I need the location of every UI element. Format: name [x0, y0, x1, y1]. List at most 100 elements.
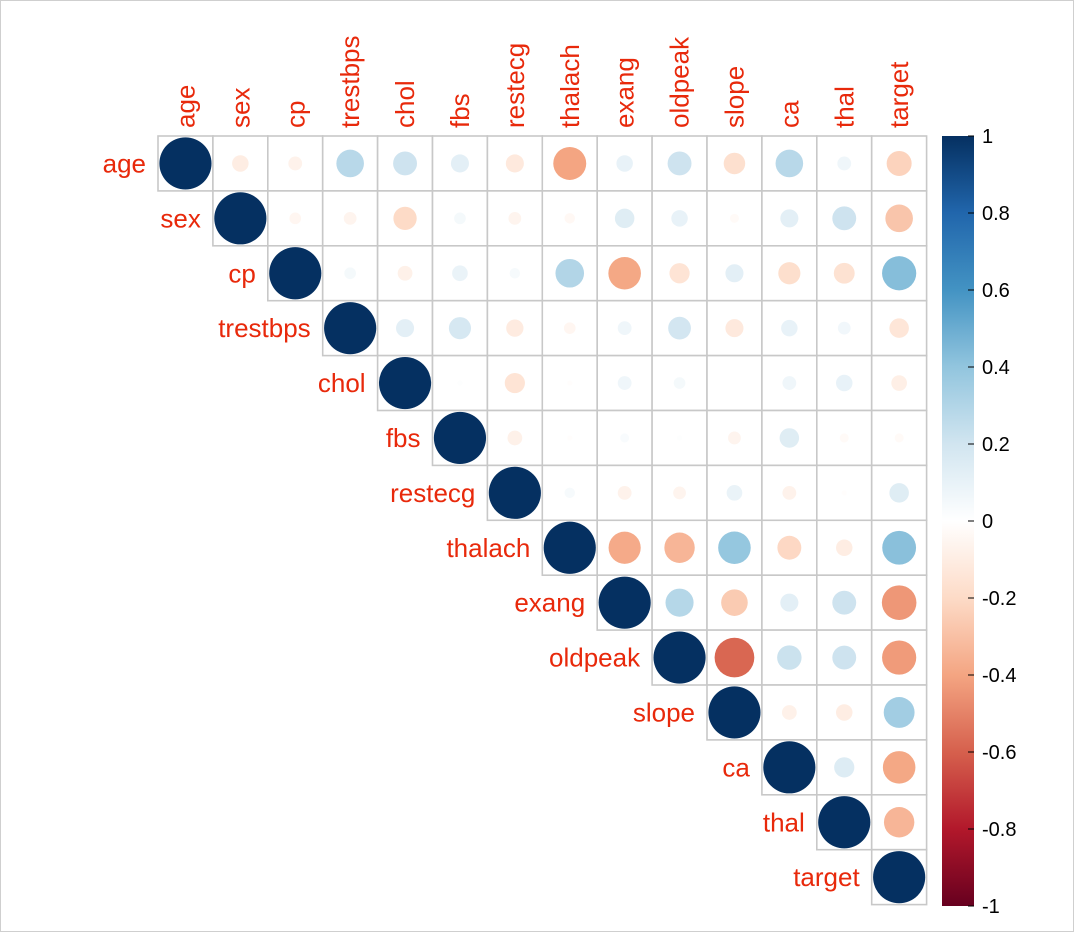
corr-circle-fbs-ca — [779, 428, 800, 448]
column-label-target: target — [884, 61, 914, 128]
corr-circle-age-exang — [616, 155, 633, 172]
colorbar-tick-label: 1 — [982, 126, 993, 148]
corr-circle-fbs-thal — [839, 433, 849, 443]
corr-circle-sex-trestbps — [343, 211, 357, 225]
corr-circle-sex-thalach — [564, 213, 575, 224]
corr-circle-trestbps-fbs — [448, 317, 472, 340]
corr-circle-sex-cp — [289, 212, 302, 225]
corr-circle-fbs-fbs — [433, 411, 487, 465]
row-label-restecg: restecg — [390, 478, 475, 508]
grid-cell-cp-target — [870, 245, 928, 302]
corr-circle-cp-thal — [833, 262, 855, 284]
row-label-ca: ca — [722, 752, 750, 782]
corr-circle-target-target — [873, 851, 926, 904]
corr-circle-cp-chol — [397, 265, 413, 281]
corr-circle-age-sex — [232, 155, 249, 172]
corr-circle-fbs-thalach — [567, 435, 573, 441]
corr-circle-exang-slope — [721, 589, 748, 616]
column-label-age: age — [170, 85, 200, 128]
corr-circle-thalach-slope — [718, 531, 751, 565]
column-labels: age sex cp trestbps chol fbs restecg thalach exa… — [170, 36, 914, 129]
corr-circle-chol-restecg — [504, 372, 525, 394]
colorbar-tick-label: 0.6 — [982, 280, 1010, 302]
corr-circle-oldpeak-slope — [714, 637, 755, 678]
corr-circle-age-trestbps — [336, 149, 364, 178]
colorbar-tick-label: -0.6 — [982, 742, 1016, 764]
row-label-oldpeak: oldpeak — [549, 643, 641, 673]
grid-cell-restecg-target — [870, 464, 928, 522]
corr-circle-sex-restecg — [508, 211, 522, 225]
colorbar-tick-label: 0 — [982, 511, 993, 533]
corr-circle-age-chol — [393, 151, 418, 176]
corr-circle-cp-cp — [269, 247, 322, 300]
corr-circle-oldpeak-thal — [832, 645, 857, 670]
column-label-cp: cp — [280, 101, 310, 128]
corr-circle-thalach-oldpeak — [664, 532, 695, 563]
corr-circle-exang-thal — [832, 590, 857, 615]
corr-circle-trestbps-chol — [396, 319, 415, 338]
corr-circle-sex-chol — [393, 206, 417, 231]
corr-circle-chol-thal — [836, 374, 853, 392]
corr-circle-exang-oldpeak — [665, 588, 694, 617]
column-label-slope: slope — [719, 66, 749, 128]
corr-circle-cp-thalach — [555, 258, 585, 288]
corr-circle-restecg-thal — [841, 490, 847, 496]
corr-circle-trestbps-thal — [837, 321, 851, 335]
corr-circle-slope-target — [883, 697, 915, 728]
corr-circle-cp-slope — [725, 264, 744, 283]
row-label-thalach: thalach — [446, 533, 530, 563]
corr-circle-sex-slope — [729, 213, 739, 223]
column-label-exang: exang — [610, 57, 640, 128]
corr-circle-chol-target — [891, 375, 907, 391]
row-label-target: target — [793, 862, 860, 892]
corr-circle-restecg-oldpeak — [673, 486, 686, 500]
corr-circle-thalach-exang — [608, 531, 641, 564]
corr-circle-trestbps-thalach — [563, 322, 576, 334]
corr-circle-chol-slope — [733, 382, 736, 384]
corr-circle-oldpeak-oldpeak — [653, 631, 706, 684]
corr-circle-slope-ca — [781, 705, 797, 720]
column-label-trestbps: trestbps — [335, 36, 365, 129]
corr-circle-thalach-thal — [836, 539, 853, 556]
colorbar-tick-label: 0.2 — [982, 434, 1010, 456]
column-label-fbs: fbs — [445, 93, 475, 128]
row-label-sex: sex — [160, 203, 200, 233]
grid-cells — [157, 135, 928, 906]
colorbar-tick-label: -1 — [982, 896, 1000, 918]
colorbar-tick-label: 0.8 — [982, 203, 1010, 225]
row-label-thal: thal — [763, 807, 805, 837]
colorbar-tick-label: -0.2 — [982, 588, 1016, 610]
corr-circle-age-restecg — [505, 154, 524, 173]
corr-circle-slope-slope — [708, 686, 761, 739]
corr-circle-oldpeak-ca — [777, 645, 802, 670]
corr-circle-age-thal — [837, 156, 852, 171]
grid-cell-age-thalach — [541, 135, 598, 192]
corr-circle-trestbps-ca — [781, 319, 798, 337]
corr-circle-fbs-slope — [728, 431, 741, 445]
corr-circle-cp-trestbps — [344, 267, 356, 280]
corr-circle-restecg-ca — [782, 485, 797, 500]
corr-circle-sex-exang — [614, 208, 635, 229]
corr-circle-thal-thal — [818, 796, 871, 849]
column-label-restecg: restecg — [500, 43, 530, 128]
column-label-ca: ca — [774, 100, 804, 128]
corr-circle-oldpeak-target — [882, 640, 917, 675]
corr-circle-age-thalach — [553, 146, 587, 180]
grid-cell-age-target — [870, 135, 928, 192]
column-label-chol: chol — [390, 80, 420, 128]
corr-circle-trestbps-exang — [617, 321, 632, 336]
corr-circle-chol-thalach — [567, 380, 573, 386]
row-label-slope: slope — [633, 697, 695, 727]
row-label-chol: chol — [318, 368, 366, 398]
row-label-fbs: fbs — [386, 423, 421, 453]
corr-circle-thal-target — [883, 807, 915, 838]
corr-circle-chol-chol — [378, 356, 432, 410]
corr-circle-chol-exang — [617, 376, 632, 390]
column-label-thal: thal — [829, 86, 859, 128]
corr-circle-cp-fbs — [452, 265, 468, 282]
colorbar-tick-label: 0.4 — [982, 357, 1010, 379]
corr-circle-age-target — [886, 150, 912, 176]
grid-cell-sex-exang — [596, 190, 653, 247]
